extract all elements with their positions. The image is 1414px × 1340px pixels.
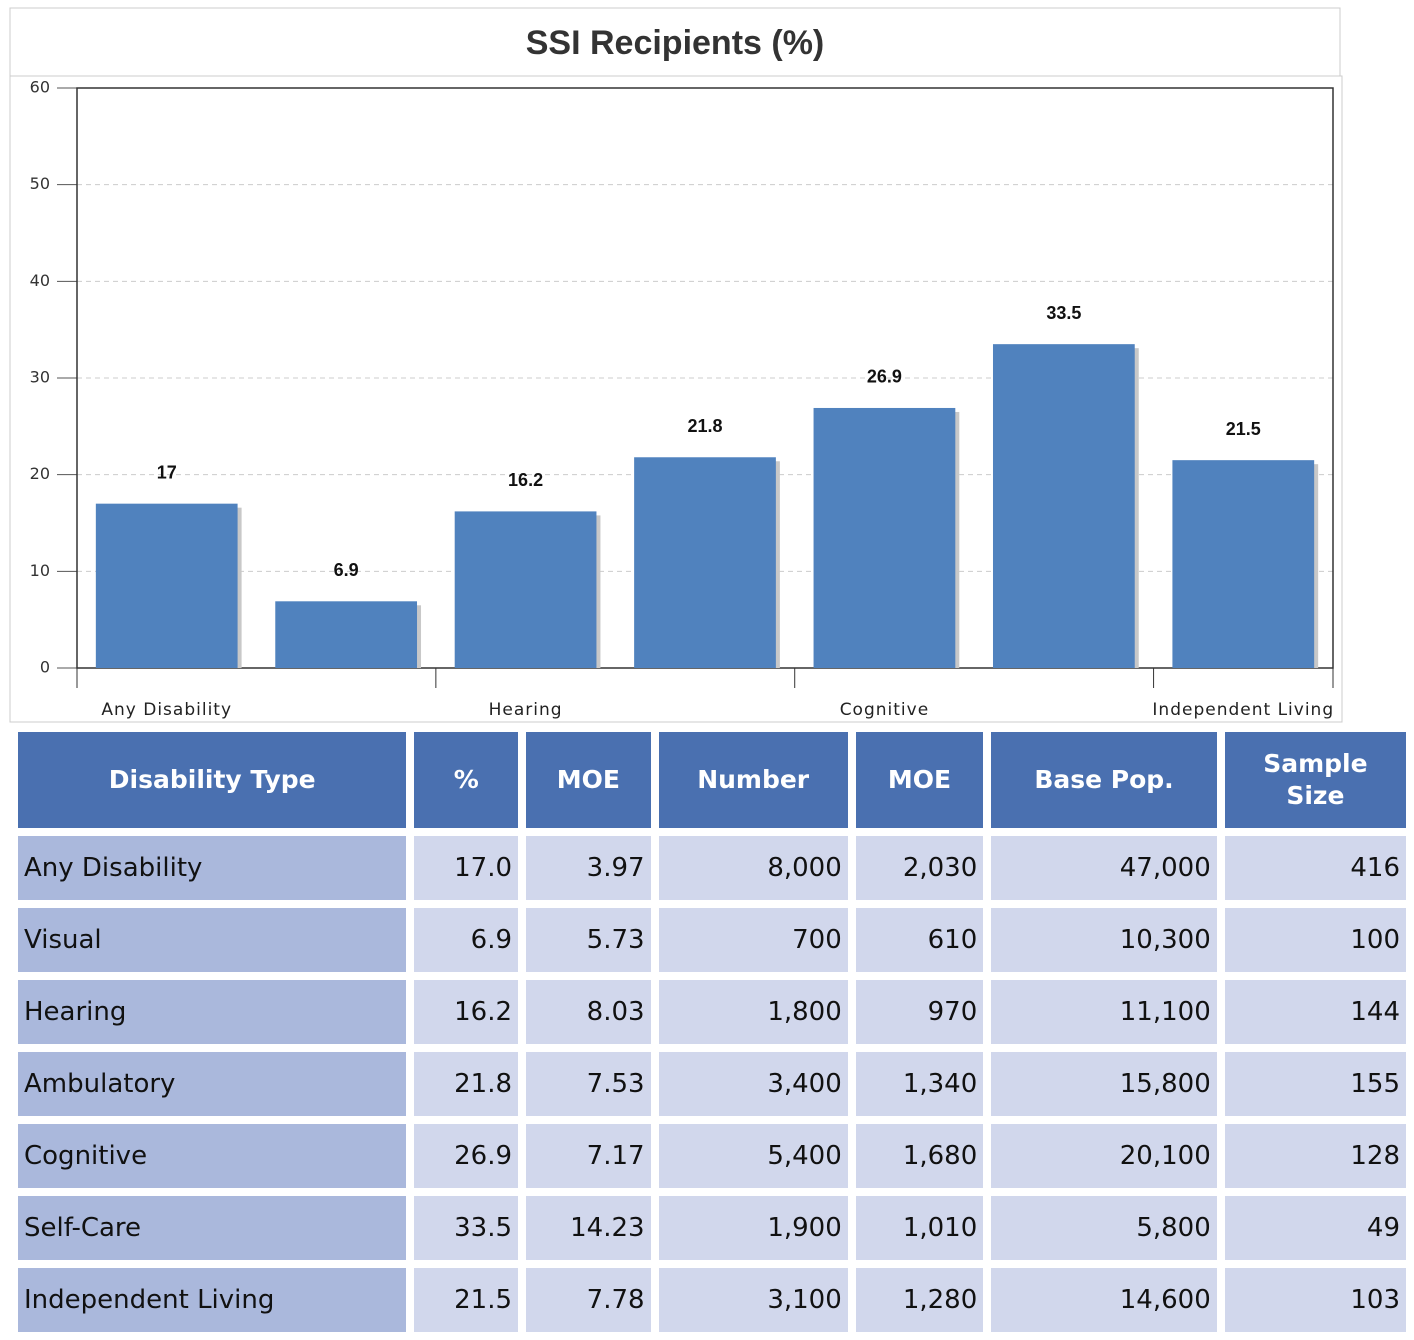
y-tick-label: 50 [30,174,50,193]
table-cell: 416 [1224,836,1406,900]
table-cell: 1,680 [855,1124,984,1188]
row-label: Visual [18,908,407,972]
column-header: MOE [526,732,651,828]
table-row: Cognitive 26.9 7.17 5,400 1,680 20,100 128 [18,1124,1406,1188]
y-tick-label: 10 [30,561,50,580]
x-tick-label: Hearing [489,700,563,720]
data-label: 33.5 [1046,303,1081,323]
row-label: Cognitive [18,1124,407,1188]
table-row: Visual 6.9 5.73 700 610 10,300 100 [18,908,1406,972]
bar [1172,460,1315,668]
table-cell: 128 [1224,1124,1406,1188]
table-row: Any Disability 17.0 3.97 8,000 2,030 47,000 41… [18,836,1406,900]
data-table: Disability Type% MOE Number MOE Base Pop. Sam… [10,724,1414,1340]
column-header: MOE [855,732,984,828]
table-cell: 5,800 [991,1196,1217,1260]
table-cell: 103 [1224,1268,1406,1332]
table-cell: 7.78 [526,1268,651,1332]
column-header: Sample Size [1224,732,1406,828]
table-cell: 1,280 [855,1268,984,1332]
chart: SSI Recipients (%) 0 10 20 30 40 50 60 Any Disa… [9,7,1343,723]
table-cell: 21.5 [414,1268,519,1332]
column-header: Number [658,732,848,828]
x-tick-label: Any Disability [101,700,232,720]
column-header: Disability Type [18,732,407,828]
table-cell: 15,800 [991,1052,1217,1116]
table-cell: 6.9 [414,908,519,972]
table-cell: 700 [658,908,848,972]
y-tick-label: 20 [30,464,50,483]
table-cell: 970 [855,980,984,1044]
data-label: 21.8 [687,416,722,436]
data-label: 17 [157,462,177,482]
table-cell: 26.9 [414,1124,519,1188]
table-cell: 7.53 [526,1052,651,1116]
table-cell: 144 [1224,980,1406,1044]
chart-title: SSI Recipients (%) [526,24,825,62]
bar [992,344,1135,668]
table-row: Hearing 16.2 8.03 1,800 970 11,100 144 [18,980,1406,1044]
data-label: 16.2 [508,470,543,490]
table-cell: 14,600 [991,1268,1217,1332]
table-cell: 21.8 [414,1052,519,1116]
row-label: Self-Care [18,1196,407,1260]
bar [275,601,418,668]
table-cell: 17.0 [414,836,519,900]
table-row: Self-Care 33.5 14.23 1,900 1,010 5,800 49 [18,1196,1406,1260]
data-label: 26.9 [867,367,902,387]
column-header: % [414,732,519,828]
table-cell: 14.23 [526,1196,651,1260]
table-cell: 11,100 [991,980,1217,1044]
y-tick-label: 40 [30,271,50,290]
table-cell: 5,400 [658,1124,848,1188]
table-cell: 47,000 [991,836,1217,900]
table-cell: 3,100 [658,1268,848,1332]
x-tick-label: Independent Living [1152,700,1334,720]
row-label: Independent Living [18,1268,407,1332]
table-cell: 2,030 [855,836,984,900]
data-label: 6.9 [334,560,359,580]
row-label: Ambulatory [18,1052,407,1116]
y-tick-label: 0 [40,658,50,677]
column-header: Base Pop. [991,732,1217,828]
table-cell: 33.5 [414,1196,519,1260]
table-cell: 1,800 [658,980,848,1044]
table-cell: 10,300 [991,908,1217,972]
table-cell: 3,400 [658,1052,848,1116]
table-cell: 3.97 [526,836,651,900]
table-cell: 1,900 [658,1196,848,1260]
header-row: Disability Type% MOE Number MOE Base Pop. Sam… [18,732,1406,828]
bar [634,457,776,668]
table-cell: 610 [855,908,984,972]
row-label: Hearing [18,980,407,1044]
bar [95,503,238,668]
bar [454,511,597,668]
bar [813,407,956,668]
row-label: Any Disability [18,836,407,900]
table-cell: 20,100 [991,1124,1217,1188]
table-cell: 100 [1224,908,1406,972]
table-cell: 8,000 [658,836,848,900]
table-cell: 5.73 [526,908,651,972]
table-cell: 16.2 [414,980,519,1044]
data-label: 21.5 [1226,419,1261,439]
title-box [9,7,1341,77]
table-cell: 155 [1224,1052,1406,1116]
table-cell: 7.17 [526,1124,651,1188]
table-row: Independent Living 21.5 7.78 3,100 1,280 14,6… [18,1268,1406,1332]
table-cell: 8.03 [526,980,651,1044]
y-tick-label: 60 [30,78,50,97]
x-tick-label: Cognitive [840,700,929,720]
table-cell: 49 [1224,1196,1406,1260]
table-cell: 1,340 [855,1052,984,1116]
table-cell: 1,010 [855,1196,984,1260]
table-row: Ambulatory 21.8 7.53 3,400 1,340 15,800 155 [18,1052,1406,1116]
y-tick-label: 30 [30,368,50,387]
